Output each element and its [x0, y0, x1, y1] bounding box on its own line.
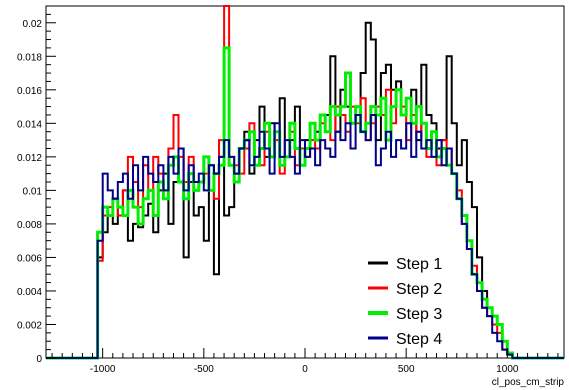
y-tick-label: 0.014	[17, 119, 42, 130]
x-axis-title: cl_pos_cm_strip	[492, 377, 565, 388]
y-tick-label: 0.02	[23, 19, 43, 30]
y-tick-label: 0.002	[17, 320, 42, 331]
legend-label-step-2: Step 2	[396, 281, 442, 298]
x-tick-label: 1000	[496, 364, 519, 375]
x-tick-label: 0	[302, 364, 308, 375]
legend-label-step-3: Step 3	[396, 306, 442, 323]
y-tick-label: 0.012	[17, 153, 42, 164]
series-layer	[46, 5, 564, 360]
x-tick-label: -1000	[90, 364, 116, 375]
y-tick-label: 0.004	[17, 287, 42, 298]
x-tick-label: 500	[398, 364, 415, 375]
y-tick-label: 0.016	[17, 86, 42, 97]
x-tick-label: -500	[194, 364, 214, 375]
legend-label-step-1: Step 1	[396, 256, 442, 273]
x-axis: -1000 -500 0 500 1000	[51, 348, 559, 375]
series-line-step-4	[46, 114, 564, 359]
y-tick-label: 0.008	[17, 220, 42, 231]
y-tick-label: 0.006	[17, 253, 42, 264]
y-tick-label: 0.018	[17, 52, 42, 63]
legend: Step 1 Step 2 Step 3 Step 4	[368, 256, 442, 348]
legend-label-step-4: Step 4	[396, 331, 442, 348]
y-tick-label: 0.01	[23, 186, 43, 197]
y-tick-label: 0	[36, 354, 42, 365]
y-axis: 0 0.002 0.004 0.006 0.008 0.01 0.012 0.014 0.016…	[17, 5, 56, 365]
